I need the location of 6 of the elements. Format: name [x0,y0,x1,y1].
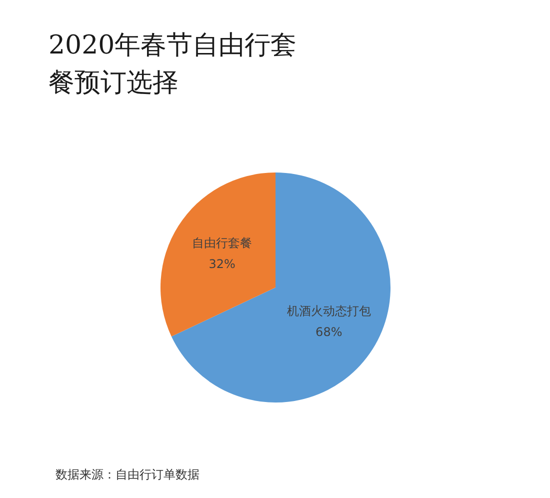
chart-title: 2020年春节自由行套餐预订选择 [48,30,297,98]
slice-label: 机酒火动态打包 [286,304,371,318]
slice-label: 自由行套餐 [192,236,252,250]
source-note: 数据来源：自由行订单数据 [56,468,200,482]
data-label: 32% [208,257,236,272]
data-label: 68% [316,324,342,339]
